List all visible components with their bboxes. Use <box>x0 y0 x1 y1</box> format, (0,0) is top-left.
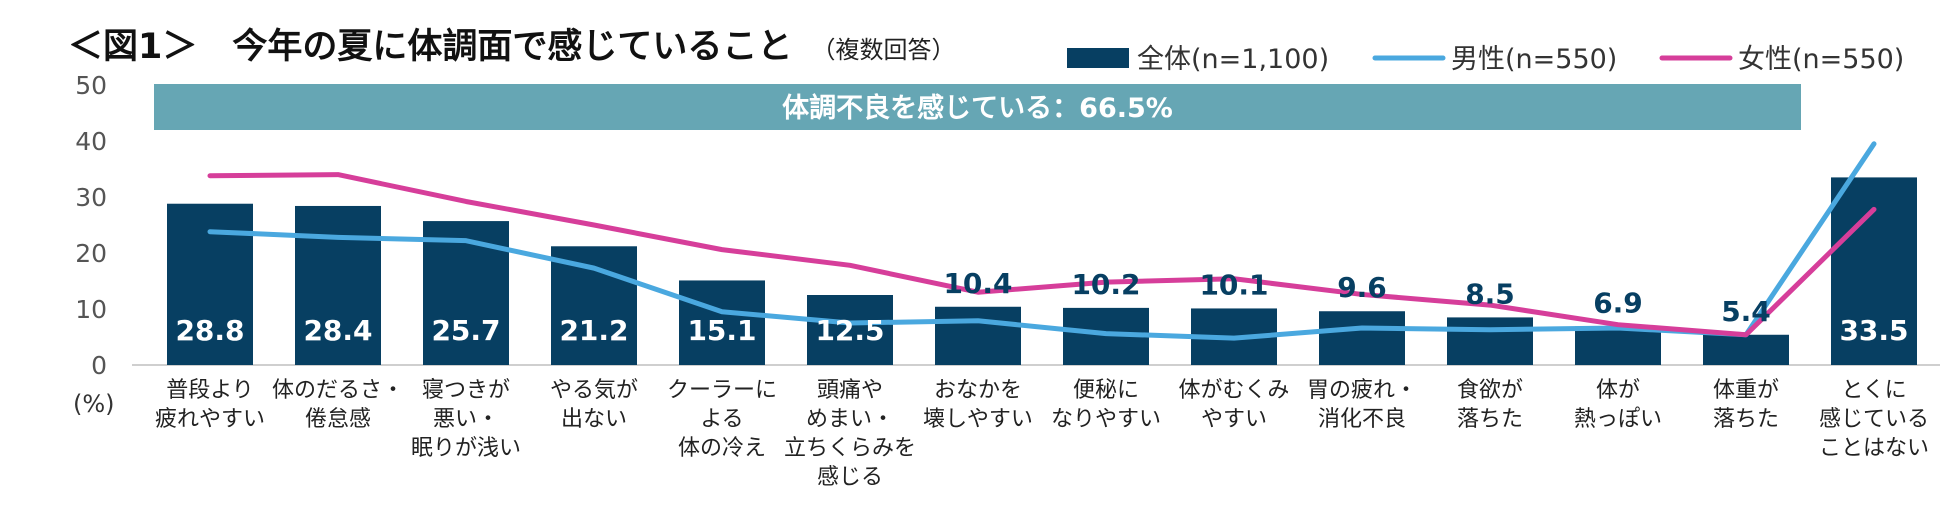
category-label-line: やすい <box>1201 407 1267 432</box>
category-label-line: おなかを <box>934 378 1022 403</box>
data-label: 8.5 <box>1465 277 1515 310</box>
y-tick-label: 0 <box>91 351 107 380</box>
legend-label: 男性(n=550) <box>1451 44 1617 75</box>
data-label: 5.4 <box>1721 295 1771 328</box>
category-label-line: 眠りが浅い <box>411 436 521 461</box>
bar-overall <box>1703 334 1789 365</box>
category-label-line: よる <box>700 407 743 432</box>
category-label-line: 出ない <box>561 407 627 432</box>
category-label-line: クーラーに <box>667 378 777 403</box>
category-label-line: 体の冷え <box>678 436 766 461</box>
chart-title: ＜図1＞ 今年の夏に体調面で感じていること <box>68 27 793 67</box>
bar-overall <box>1575 326 1661 365</box>
category-label: クーラーによる体の冷え <box>667 378 777 461</box>
y-axis-unit: (%) <box>73 390 115 418</box>
y-tick-label: 20 <box>75 239 107 268</box>
category-label-line: 胃の疲れ・ <box>1307 378 1417 403</box>
category-label-line: やる気が <box>550 378 638 403</box>
data-label: 25.7 <box>431 314 500 347</box>
y-tick-label: 40 <box>75 127 107 156</box>
category-label-line: 感じている <box>1819 407 1929 432</box>
data-label: 28.4 <box>303 314 372 347</box>
category-label-line: 倦怠感 <box>305 407 371 432</box>
category-label-line: 体が <box>1596 378 1640 403</box>
data-label: 10.4 <box>943 267 1012 300</box>
category-label-line: 疲れやすい <box>155 407 265 432</box>
data-label: 9.6 <box>1337 271 1387 304</box>
category-label-line: ことはない <box>1819 436 1929 461</box>
bar-overall <box>807 295 893 365</box>
bar-overall <box>679 280 765 365</box>
category-label: 食欲が落ちた <box>1457 378 1523 432</box>
category-label-line: 感じる <box>817 465 883 490</box>
category-label: おなかを壊しやすい <box>923 378 1033 432</box>
y-tick-label: 10 <box>75 295 107 324</box>
data-label: 12.5 <box>815 314 884 347</box>
category-label: 体が熱っぽい <box>1574 378 1662 432</box>
category-label-line: なりやすい <box>1051 407 1161 432</box>
category-label: 便秘になりやすい <box>1051 378 1161 432</box>
legend-label: 女性(n=550) <box>1738 44 1904 75</box>
data-label: 15.1 <box>687 314 756 347</box>
category-label-line: 消化不良 <box>1318 407 1406 432</box>
category-label-line: 頭痛や <box>817 378 883 403</box>
category-label: 体のだるさ・倦怠感 <box>272 378 404 432</box>
bar-overall <box>1447 317 1533 365</box>
line-male <box>207 141 1877 341</box>
category-label-line: 便秘に <box>1073 378 1139 403</box>
category-label-line: 体のだるさ・ <box>272 378 404 403</box>
bar-overall <box>935 306 1021 365</box>
data-label: 10.1 <box>1199 268 1268 301</box>
category-label: やる気が出ない <box>550 378 638 432</box>
data-label: 33.5 <box>1839 314 1908 347</box>
data-label: 10.2 <box>1071 268 1140 301</box>
category-label-line: 体重が <box>1713 378 1779 403</box>
category-label-line: 落ちた <box>1713 407 1779 432</box>
category-label-line: 壊しやすい <box>923 407 1033 432</box>
category-label-line: 熱っぽい <box>1574 407 1662 432</box>
data-label: 6.9 <box>1593 286 1643 319</box>
category-label: 胃の疲れ・消化不良 <box>1307 378 1417 432</box>
category-label-line: 立ちくらみを <box>784 436 916 461</box>
category-label: 体重が落ちた <box>1713 378 1779 432</box>
bar-overall <box>295 205 381 365</box>
category-label-line: めまい・ <box>806 407 894 432</box>
category-label: 寝つきが悪い・眠りが浅い <box>411 378 521 461</box>
chart-title-block: ＜図1＞ 今年の夏に体調面で感じていること （複数回答） <box>68 18 956 67</box>
annotation-banner <box>154 84 1801 130</box>
category-label-line: 体がむくみ <box>1179 378 1290 403</box>
category-label: 普段より疲れやすい <box>155 378 265 432</box>
annotation-text: 体調不良を感じている：66.5% <box>782 92 1173 124</box>
y-tick-label: 30 <box>75 183 107 212</box>
category-label-line: 普段より <box>166 378 254 403</box>
category-label-line: 食欲が <box>1457 378 1523 403</box>
line-female <box>207 172 1877 338</box>
category-label: とくに感じていることはない <box>1819 378 1929 461</box>
y-tick-label: 50 <box>75 71 107 100</box>
category-label: 体がむくみやすい <box>1179 378 1290 432</box>
data-label: 21.2 <box>559 314 628 347</box>
legend-label: 全体(n=1,100) <box>1137 44 1329 75</box>
bar-overall <box>1319 311 1405 365</box>
chart-subtitle: （複数回答） <box>811 36 956 64</box>
data-label: 28.8 <box>175 314 244 347</box>
category-label: 頭痛やめまい・立ちくらみを感じる <box>784 378 916 490</box>
legend-swatch-overall <box>1067 48 1129 68</box>
category-label-line: とくに <box>1841 378 1906 403</box>
category-label-line: 悪い・ <box>433 407 499 432</box>
category-label-line: 寝つきが <box>422 378 510 403</box>
category-label-line: 落ちた <box>1457 407 1523 432</box>
